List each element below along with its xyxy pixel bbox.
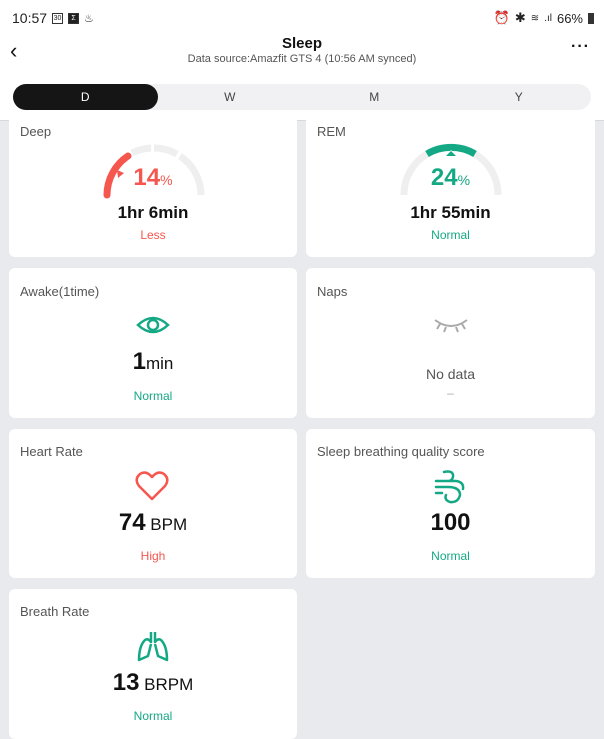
deep-duration: 1hr 6min (117, 203, 189, 222)
battery-icon (588, 12, 594, 24)
back-button[interactable]: ‹ (10, 38, 18, 63)
status-time: 10:57 (12, 10, 48, 26)
more-options-button[interactable]: ··· (571, 38, 590, 55)
closed-eye-icon (434, 319, 468, 333)
data-source: Data source:Amazfit GTS 4 (10:56 AM sync… (187, 53, 417, 65)
tab-year[interactable]: Y (514, 90, 523, 104)
calendar-icon: 30 (52, 12, 64, 24)
awake-card[interactable]: Awake(1time) 1min Normal (9, 268, 297, 418)
breathing-score: 100 (430, 509, 471, 536)
wind-icon (434, 470, 465, 504)
card-title: REM (317, 124, 346, 139)
breath-rate-status: Normal (133, 709, 173, 723)
rem-duration: 1hr 55min (410, 203, 491, 222)
signal-icon: .ıl (544, 12, 552, 24)
breath-rate-card[interactable]: Breath Rate 13 BRPM Normal (9, 589, 297, 739)
breath-rate-value: 13 BRPM (112, 669, 194, 696)
tab-month[interactable]: M (369, 90, 380, 104)
sigma-app-icon: Σ (68, 12, 80, 24)
naps-value: No data (425, 366, 476, 382)
heart-rate-card[interactable]: Heart Rate 74 BPM High (9, 429, 297, 578)
tab-week[interactable]: W (224, 90, 236, 104)
heart-rate-status: High (140, 549, 166, 563)
card-title: Awake(1time) (20, 284, 100, 299)
deep-status: Less (140, 228, 166, 242)
deep-sleep-card[interactable]: Deep 14% 1hr 6min Less (9, 114, 297, 257)
card-title: Heart Rate (20, 444, 83, 459)
awake-value: 1min (132, 348, 174, 375)
status-bar-right: ⏰ ✱ ≋ .ıl 66% (494, 10, 594, 26)
bluetooth-icon: ✱ (514, 10, 526, 25)
notification-icon: ♨ (84, 12, 94, 25)
card-title: Breath Rate (20, 604, 90, 619)
rem-sleep-card[interactable]: REM 24% 1hr 55min Normal (306, 114, 595, 257)
top-bar: 10:57 30 Σ ♨ ⏰ ✱ ≋ .ıl 66% ‹ Sleep Data … (0, 0, 604, 121)
card-title: Naps (317, 284, 348, 299)
breathing-status: Normal (431, 549, 470, 563)
card-title: Sleep breathing quality score (317, 444, 485, 459)
page-title: Sleep (281, 35, 323, 52)
lungs-icon (137, 632, 169, 662)
battery-level: 66% (556, 10, 583, 26)
tab-day[interactable]: D (13, 84, 158, 110)
heart-rate-value: 74 BPM (118, 509, 188, 536)
rem-gauge (400, 143, 502, 196)
awake-status: Normal (133, 389, 173, 403)
deep-gauge (103, 144, 205, 199)
naps-card[interactable]: Naps No data – (306, 268, 595, 418)
wifi-icon: ≋ (530, 12, 540, 24)
breathing-quality-card[interactable]: Sleep breathing quality score 100 Normal (306, 429, 595, 578)
rem-percent: 24% (430, 164, 471, 191)
status-bar-left: 10:57 30 Σ ♨ (12, 10, 94, 26)
period-tabs: D W M Y (13, 84, 591, 110)
eye-icon (136, 316, 170, 334)
deep-percent: 14% (133, 164, 173, 191)
rem-status: Normal (431, 228, 470, 242)
naps-status: – (447, 386, 454, 400)
alarm-icon: ⏰ (493, 10, 510, 25)
card-title: Deep (20, 124, 52, 139)
heart-icon (135, 471, 169, 501)
